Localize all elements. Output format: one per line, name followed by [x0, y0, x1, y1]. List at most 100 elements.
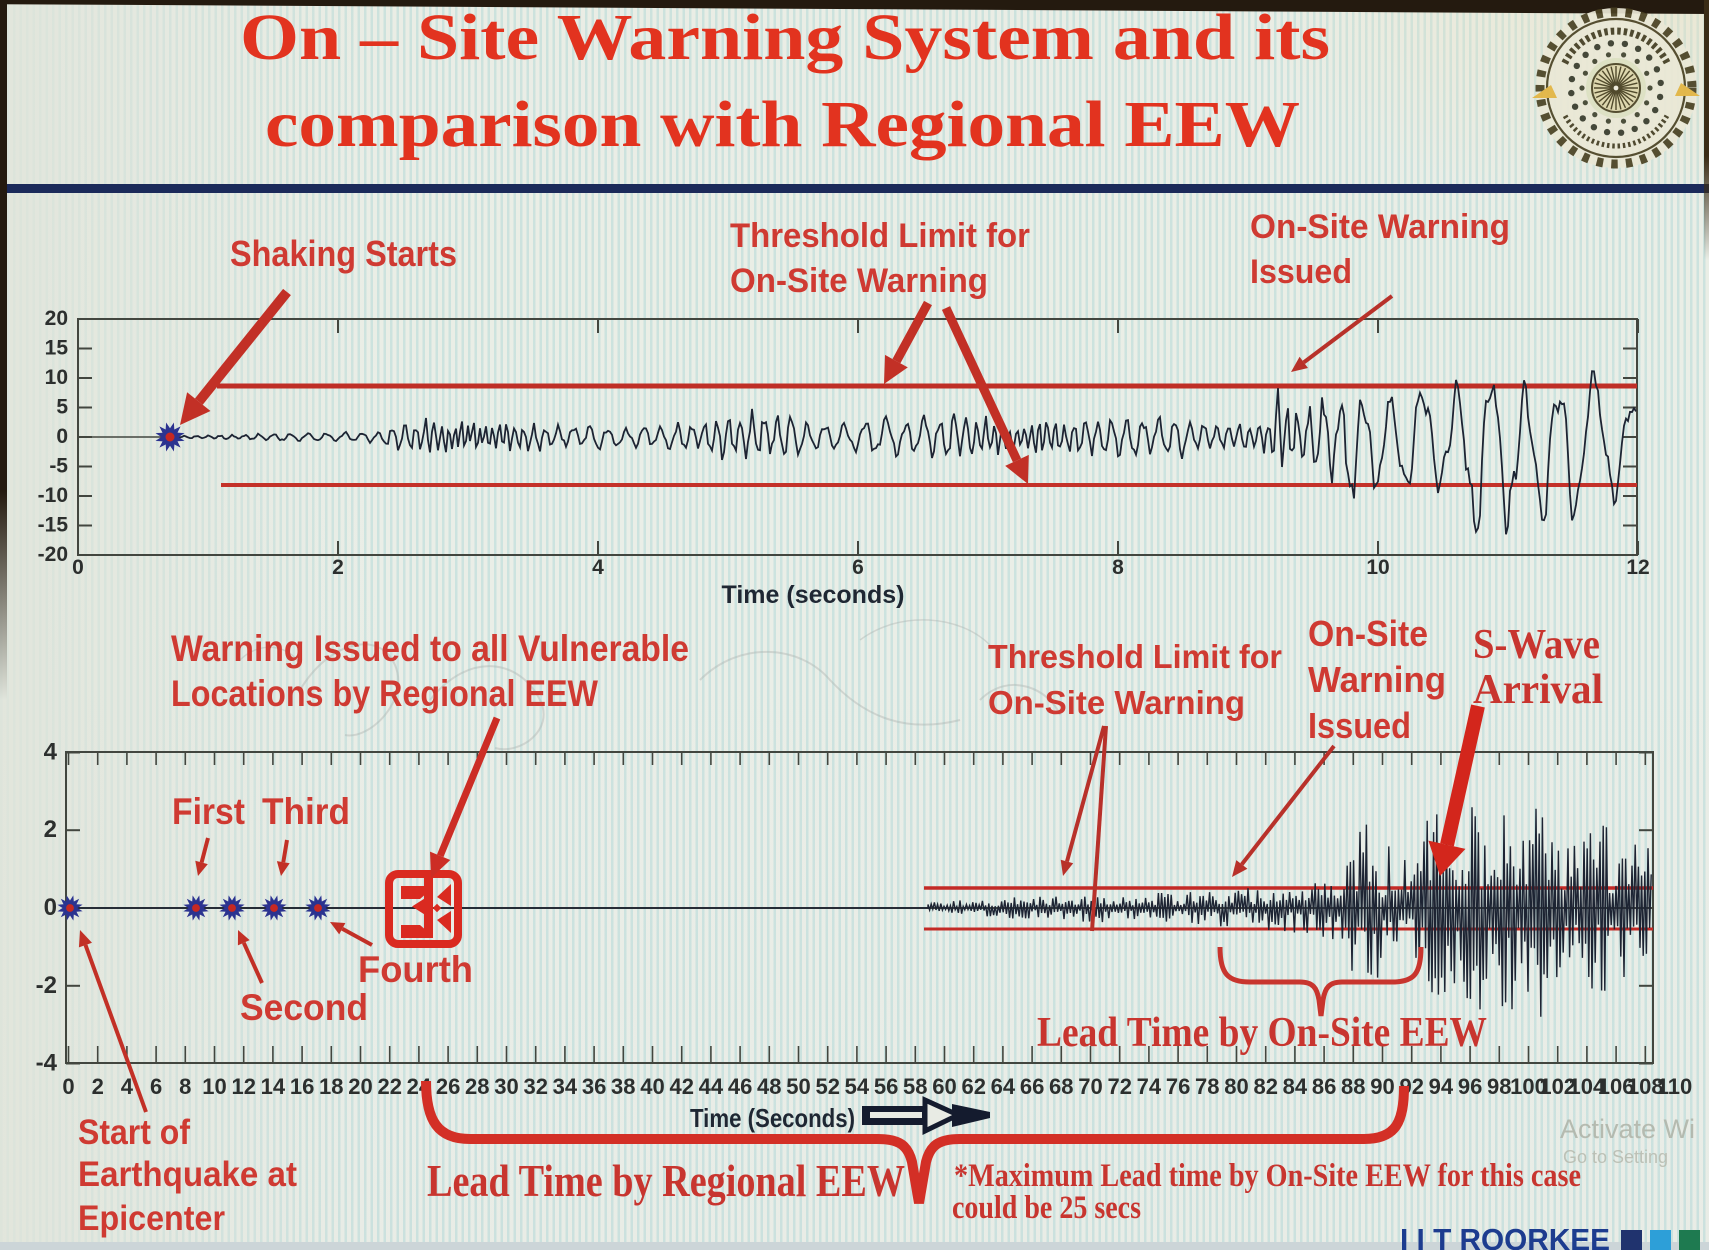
- svg-text:Activate Wi: Activate Wi: [1560, 1114, 1695, 1144]
- svg-text:80: 80: [1224, 1074, 1248, 1099]
- svg-text:44: 44: [699, 1074, 724, 1099]
- svg-text:Issued: Issued: [1308, 705, 1411, 746]
- svg-text:Time (Seconds): Time (Seconds): [690, 1103, 855, 1133]
- svg-text:110: 110: [1657, 1074, 1693, 1099]
- svg-text:22: 22: [377, 1074, 401, 1099]
- svg-text:14: 14: [261, 1074, 286, 1099]
- svg-text:Threshold Limit for: Threshold Limit for: [988, 638, 1282, 675]
- svg-text:106: 106: [1598, 1074, 1635, 1099]
- svg-text:20: 20: [348, 1074, 372, 1099]
- svg-text:12: 12: [1626, 556, 1649, 579]
- svg-text:could be 25 secs: could be 25 secs: [952, 1190, 1141, 1226]
- svg-text:Shaking Starts: Shaking Starts: [230, 233, 457, 274]
- svg-text:58: 58: [903, 1074, 927, 1099]
- svg-text:0: 0: [56, 425, 68, 448]
- svg-text:62: 62: [961, 1074, 985, 1099]
- svg-text:-10: -10: [38, 484, 68, 507]
- svg-text:4: 4: [121, 1074, 134, 1099]
- svg-text:*Maximum Lead time by On-Site: *Maximum Lead time by On-Site EEW for th…: [954, 1158, 1581, 1194]
- svg-text:On-Site Warning: On-Site Warning: [730, 262, 988, 300]
- svg-text:On-Site Warning: On-Site Warning: [988, 684, 1245, 721]
- svg-text:8: 8: [1112, 556, 1124, 579]
- svg-text:82: 82: [1253, 1074, 1277, 1099]
- svg-text:On-Site: On-Site: [1308, 613, 1428, 654]
- svg-text:102: 102: [1539, 1074, 1576, 1099]
- svg-text:-15: -15: [38, 514, 69, 537]
- svg-text:36: 36: [582, 1074, 606, 1099]
- svg-text:54: 54: [845, 1074, 870, 1099]
- svg-text:94: 94: [1429, 1074, 1454, 1099]
- svg-text:46: 46: [728, 1074, 752, 1099]
- svg-text:Issued: Issued: [1250, 253, 1352, 291]
- svg-text:30: 30: [494, 1074, 518, 1099]
- svg-text:56: 56: [874, 1074, 898, 1099]
- svg-text:-2: -2: [36, 972, 57, 999]
- svg-text:66: 66: [1020, 1074, 1044, 1099]
- svg-text:comparison with Regional EEW: comparison with Regional EEW: [265, 88, 1300, 161]
- svg-text:Locations by Regional EEW: Locations by Regional EEW: [171, 673, 598, 714]
- svg-text:104: 104: [1569, 1074, 1606, 1099]
- svg-text:Third: Third: [262, 791, 350, 832]
- svg-text:First: First: [172, 791, 245, 832]
- svg-text:I I T ROORKEE: I I T ROORKEE: [1400, 1222, 1610, 1250]
- svg-text:5: 5: [56, 396, 68, 419]
- svg-text:28: 28: [465, 1074, 489, 1099]
- svg-text:Time (seconds): Time (seconds): [722, 581, 905, 609]
- svg-text:96: 96: [1458, 1074, 1482, 1099]
- svg-text:86: 86: [1312, 1074, 1336, 1099]
- svg-text:Earthquake at: Earthquake at: [78, 1155, 297, 1194]
- svg-text:0: 0: [44, 894, 57, 921]
- svg-text:10: 10: [1366, 556, 1389, 579]
- svg-text:72: 72: [1107, 1074, 1131, 1099]
- svg-text:Fourth: Fourth: [358, 949, 473, 990]
- svg-text:10: 10: [45, 366, 68, 389]
- svg-text:4: 4: [592, 556, 604, 579]
- svg-text:38: 38: [611, 1074, 635, 1099]
- svg-text:8: 8: [179, 1074, 191, 1099]
- svg-text:Warning Issued to all Vulnerab: Warning Issued to all Vulnerable: [171, 628, 689, 669]
- svg-text:26: 26: [436, 1074, 460, 1099]
- svg-text:50: 50: [786, 1074, 810, 1099]
- svg-text:88: 88: [1341, 1074, 1365, 1099]
- svg-text:40: 40: [640, 1074, 664, 1099]
- svg-text:42: 42: [669, 1074, 693, 1099]
- svg-text:Go to Setting: Go to Setting: [1563, 1147, 1668, 1167]
- svg-text:98: 98: [1487, 1074, 1511, 1099]
- svg-text:70: 70: [1078, 1074, 1102, 1099]
- svg-text:-20: -20: [38, 543, 68, 566]
- svg-text:0: 0: [72, 556, 84, 579]
- svg-text:18: 18: [319, 1074, 343, 1099]
- svg-text:34: 34: [553, 1074, 578, 1099]
- svg-text:108: 108: [1627, 1074, 1664, 1099]
- svg-text:Epicenter: Epicenter: [78, 1199, 225, 1238]
- svg-text:Arrival: Arrival: [1473, 667, 1603, 713]
- svg-text:100: 100: [1510, 1074, 1547, 1099]
- svg-text:Lead Time by On-Site EEW: Lead Time by On-Site EEW: [1037, 1010, 1487, 1056]
- svg-text:Lead Time by Regional EEW: Lead Time by Regional EEW: [427, 1155, 905, 1206]
- svg-text:12: 12: [231, 1074, 255, 1099]
- svg-text:-5: -5: [49, 455, 68, 478]
- svg-text:Warning: Warning: [1308, 659, 1446, 700]
- svg-text:On-Site Warning: On-Site Warning: [1250, 208, 1510, 246]
- svg-text:2: 2: [92, 1074, 104, 1099]
- svg-text:4: 4: [44, 739, 58, 766]
- svg-text:2: 2: [332, 556, 344, 579]
- svg-text:Threshold Limit for: Threshold Limit for: [730, 217, 1030, 255]
- svg-text:Start of: Start of: [78, 1113, 190, 1152]
- svg-text:48: 48: [757, 1074, 781, 1099]
- svg-text:32: 32: [523, 1074, 547, 1099]
- svg-text:10: 10: [202, 1074, 226, 1099]
- svg-text:84: 84: [1283, 1074, 1308, 1099]
- svg-text:2: 2: [44, 816, 57, 843]
- svg-text:90: 90: [1370, 1074, 1394, 1099]
- svg-text:6: 6: [150, 1074, 162, 1099]
- svg-text:76: 76: [1166, 1074, 1190, 1099]
- svg-text:15: 15: [45, 337, 69, 360]
- svg-text:6: 6: [852, 556, 864, 579]
- svg-text:-4: -4: [36, 1050, 58, 1077]
- svg-text:0: 0: [62, 1074, 74, 1099]
- svg-text:On – Site Warning System and i: On – Site Warning System and its: [240, 1, 1330, 74]
- svg-text:Second: Second: [240, 987, 368, 1028]
- svg-text:S-Wave: S-Wave: [1473, 622, 1600, 668]
- svg-text:74: 74: [1137, 1074, 1162, 1099]
